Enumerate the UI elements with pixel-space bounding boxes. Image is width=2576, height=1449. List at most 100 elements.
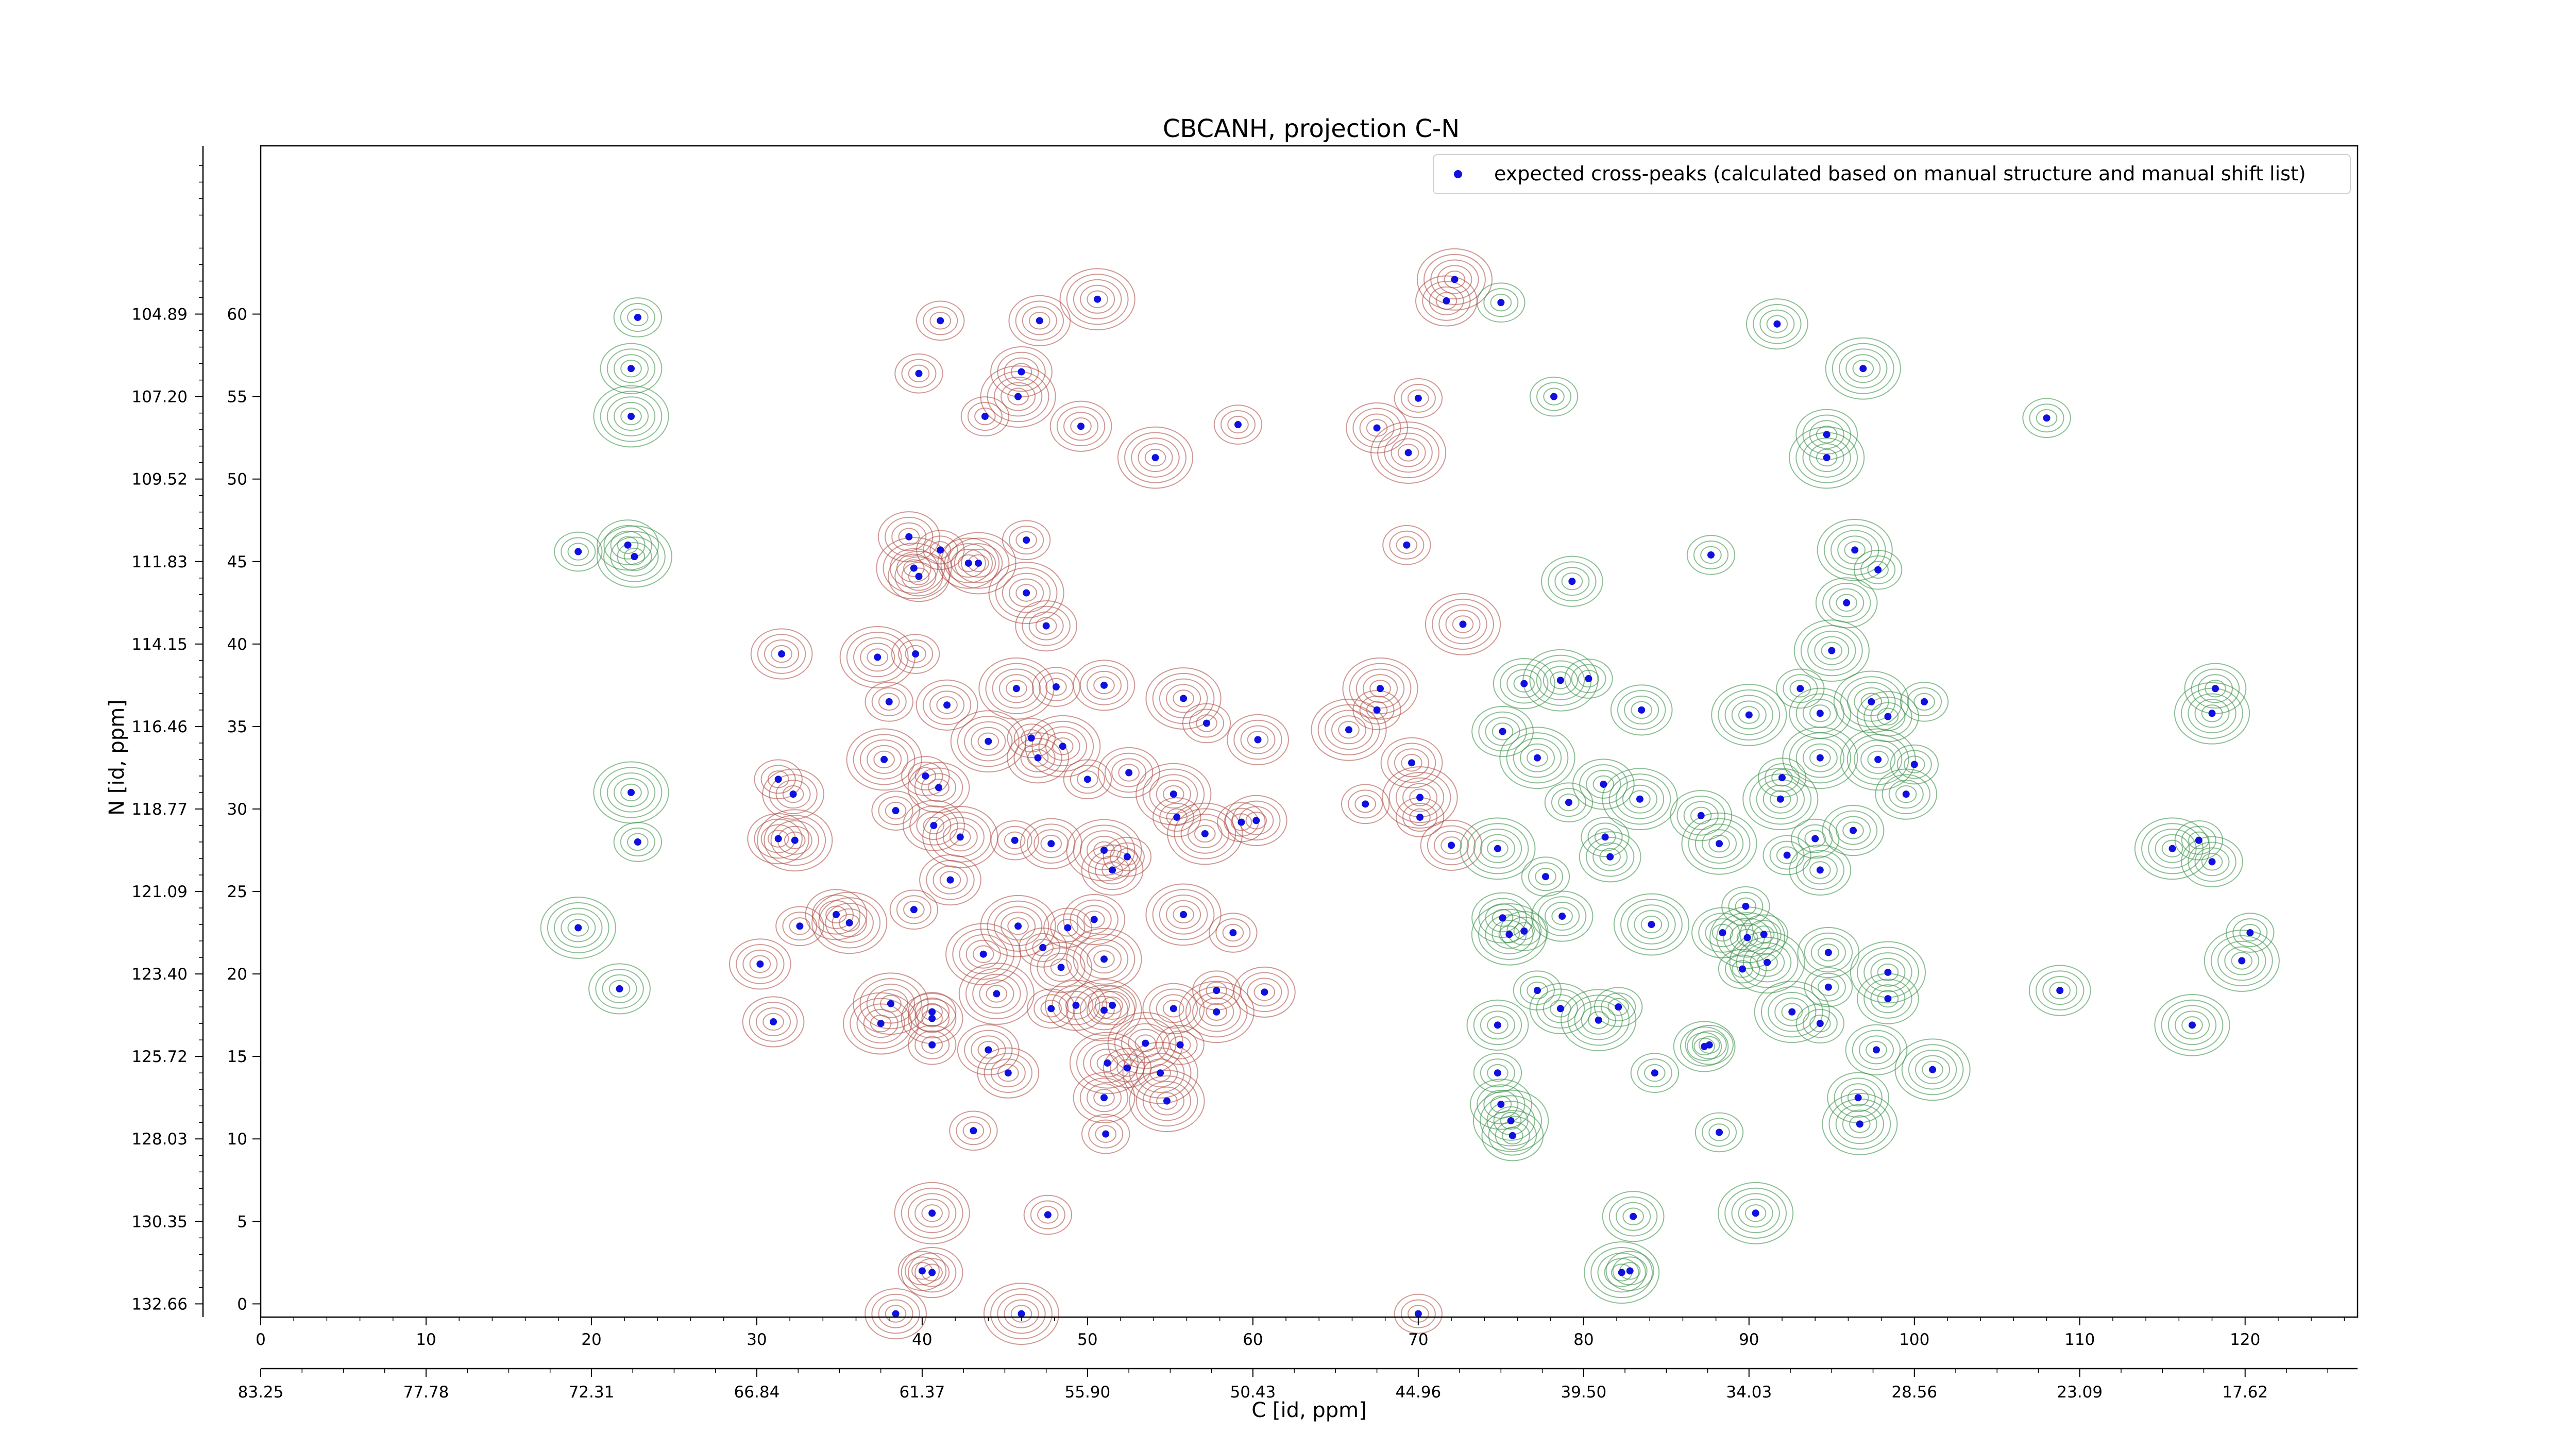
contour-ring (1578, 669, 1600, 688)
contour-ring (1033, 829, 1069, 858)
contour-ring (1847, 1089, 1869, 1107)
contour-ring (1066, 819, 1142, 882)
x-axis-label: C [id, ppm] (1251, 1399, 1367, 1422)
y-tick-label-ppm: 125.72 (132, 1048, 188, 1066)
contour-ring (878, 796, 913, 825)
contour-ring (1536, 660, 1585, 701)
expected-peak-marker (1064, 924, 1072, 932)
expected-peak-marker (1142, 1039, 1149, 1047)
expected-peak-marker (1823, 431, 1831, 439)
contour-ring (1545, 902, 1580, 931)
expected-peak-marker (1448, 841, 1455, 849)
contour-ring (567, 919, 589, 937)
contour-ring (1493, 658, 1555, 710)
contour-ring (1835, 1104, 1885, 1144)
x-tick-label: 120 (2230, 1330, 2260, 1349)
contour-ring (1870, 702, 1906, 731)
contour-ring (1444, 271, 1466, 289)
contour-ring (1220, 410, 1256, 440)
contour-ring (1487, 839, 1509, 858)
expected-peak-marker (1104, 1059, 1111, 1067)
contour-ring (1845, 354, 1881, 383)
contour-ring (1913, 693, 1935, 711)
contour-ring (1022, 605, 1071, 646)
contour-ring (2174, 820, 2224, 861)
contour-ring (620, 407, 642, 426)
contour-ring (990, 820, 1039, 861)
expected-peak-marker (1651, 1069, 1658, 1077)
expected-peak-marker (928, 1209, 936, 1217)
contour-ring (1781, 1003, 1803, 1021)
y-axis-label: N [id, ppm] (105, 699, 129, 816)
contour-ring (606, 772, 656, 813)
expected-peak-marker (774, 835, 782, 843)
contour-ring (1007, 387, 1029, 406)
contour-ring (749, 955, 771, 973)
contour-ring (997, 351, 1046, 392)
contour-ring (1742, 768, 1819, 831)
expected-peak-marker (935, 784, 943, 791)
contour-ring (971, 727, 1006, 756)
contour-ring (1101, 861, 1123, 879)
contour-ring (859, 739, 909, 780)
contour-ring (1584, 1241, 1660, 1304)
contour-ring (1882, 774, 1930, 814)
contour-ring (1388, 771, 1451, 823)
contour-ring (878, 693, 900, 711)
expected-peak-marker (845, 919, 853, 926)
contour-ring (1233, 719, 1282, 760)
contour-ring (937, 537, 1000, 589)
contour-ring (1804, 932, 1853, 973)
contour-ring (1745, 298, 1808, 350)
contour-ring (613, 402, 649, 431)
contour-ring (2161, 839, 2183, 858)
contour-ring (1809, 704, 1831, 722)
contour-ring (1206, 981, 1228, 1000)
contour-ring (1599, 848, 1621, 866)
contour-ring (1716, 912, 1778, 964)
contour-ring (1159, 895, 1208, 935)
expected-peak-marker (1123, 853, 1131, 861)
contour-ring (1500, 1111, 1522, 1130)
expected-peak-marker (1701, 1042, 1708, 1050)
contour-ring (1498, 925, 1520, 943)
contour-ring (867, 745, 902, 774)
contour-ring (1768, 991, 1817, 1032)
expected-peak-marker (1047, 1005, 1055, 1013)
contour-ring (1400, 383, 1436, 413)
contour-ring (865, 682, 913, 722)
contour-ring (1776, 846, 1798, 864)
contour-ring (1001, 912, 1036, 941)
contour-ring (1029, 312, 1050, 330)
contour-ring (1354, 795, 1376, 813)
contour-ring (1853, 739, 1903, 780)
contour-ring (1460, 817, 1536, 880)
contour-ring (983, 1283, 1060, 1345)
contour-ring (1355, 668, 1405, 709)
expected-peak-marker (1783, 851, 1791, 859)
contour-ring (2217, 940, 2266, 981)
contour-ring (1744, 1204, 1767, 1222)
contour-ring (972, 973, 1021, 1014)
expected-peak-marker (981, 413, 989, 420)
contour-ring (1037, 947, 1086, 988)
expected-peak-marker (892, 1310, 900, 1318)
contour-ring (2141, 823, 2204, 874)
contour-ring (1480, 1095, 1542, 1147)
contour-ring (904, 1256, 940, 1286)
contour-ring (1156, 1092, 1178, 1110)
contour-ring (1842, 1109, 1877, 1139)
contour-ring (1247, 731, 1269, 749)
contour-ring (1007, 917, 1029, 935)
contour-ring (1908, 1049, 1957, 1090)
expected-peak-marker (1170, 790, 1177, 798)
contour-ring (871, 790, 920, 831)
contour-ring (988, 562, 1064, 624)
contour-ring (782, 785, 804, 803)
contour-ring (1142, 768, 1205, 820)
x-axis-ppm-ticks: 83.25 77.78 72.31 66.84 61.37 55.90 50.43 44.96… (238, 1369, 2328, 1402)
expected-peak-marker (1151, 454, 1159, 462)
contour-ring (1065, 996, 1087, 1015)
contour-ring (596, 525, 673, 588)
y-tick-label-id: 10 (227, 1130, 247, 1149)
